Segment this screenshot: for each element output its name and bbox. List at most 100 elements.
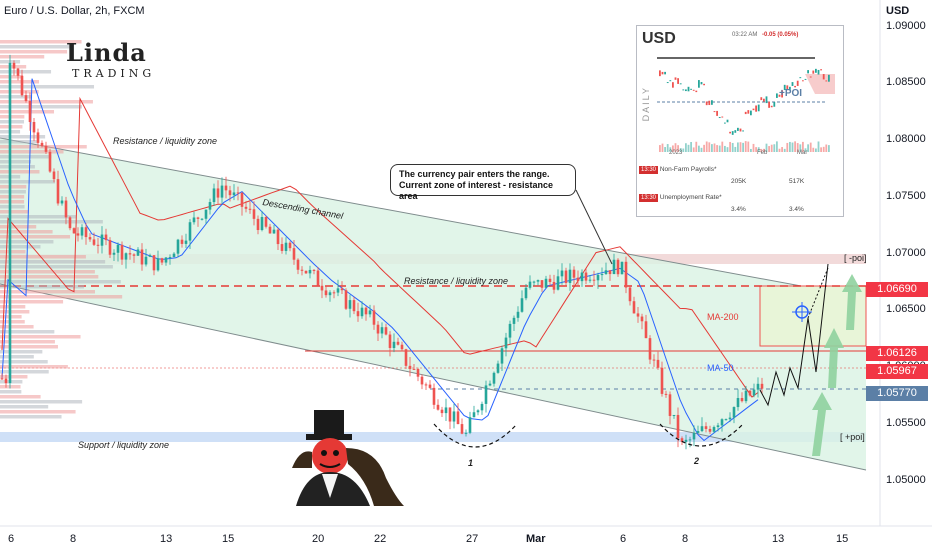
volume-profile-bar (0, 220, 103, 224)
inset-candle (760, 97, 763, 101)
inset-volume-bar (778, 148, 781, 152)
date-tick-label: 6 (620, 533, 627, 545)
candle-body (72, 228, 76, 234)
volume-profile-bar (0, 410, 76, 414)
logo-sub-text: TRADING (72, 67, 156, 80)
price-tick-label: 1.05000 (886, 473, 926, 486)
candle-body (552, 281, 556, 290)
price-tick-label: 1.08000 (886, 133, 926, 146)
candle-body (68, 217, 72, 229)
inset-candle (765, 96, 768, 104)
inset-volume-bar (757, 147, 760, 152)
candle-body (572, 269, 576, 278)
candle-body (212, 188, 216, 203)
currency-label: USD (886, 5, 910, 17)
candle-body (568, 269, 572, 283)
candle-body (648, 338, 652, 360)
inset-volume-bar (742, 142, 744, 152)
inset-candle (828, 74, 830, 82)
volume-profile-bar (0, 230, 53, 234)
inset-volume-bar (692, 147, 695, 152)
candle-body (428, 384, 432, 388)
candle-body (44, 145, 48, 152)
volume-profile-bar (0, 115, 25, 119)
inset-candle (822, 74, 825, 80)
inset-candle (734, 130, 737, 133)
volume-profile-bar (0, 95, 33, 99)
inset-volume-bar (794, 141, 796, 152)
inset-volume-bar (664, 147, 666, 152)
candle-body (448, 407, 452, 422)
brand-logo: Linda TRADING (66, 38, 155, 80)
inset-volume-bar (804, 148, 807, 152)
inset-year-1: 2023 (669, 150, 683, 156)
inset-volume-bar (687, 144, 690, 152)
candle-body (140, 249, 144, 265)
candle-body (532, 281, 536, 283)
inset-volume-bar (817, 141, 820, 152)
inset-candle (672, 82, 674, 88)
volume-profile-bar (0, 355, 34, 359)
inset-candle (781, 90, 783, 98)
volume-profile-bar (0, 295, 123, 299)
candle-body (704, 426, 708, 429)
inset-volume-bar (734, 146, 737, 152)
inset-candle (820, 69, 822, 71)
candle-body (412, 368, 416, 370)
candle-body (184, 240, 188, 244)
candle-body (544, 278, 548, 288)
candle-body (744, 390, 748, 402)
candle-body (600, 274, 604, 276)
support-zone-label: Support / liquidity zone (78, 440, 170, 450)
candle-body (264, 217, 268, 227)
candle-body (500, 348, 504, 364)
candle-body (656, 359, 660, 368)
candle-body (452, 411, 456, 422)
green-arrow-3 (842, 274, 862, 330)
callout-pointer (575, 189, 613, 265)
candle-body (200, 218, 204, 220)
candle-body (640, 316, 644, 322)
inset-candle (679, 83, 682, 85)
ma-200-label: MA-200 (707, 312, 739, 322)
inset-candle (776, 93, 778, 98)
candle-body (688, 439, 692, 441)
candle-body (492, 372, 496, 384)
candle-body (304, 270, 308, 274)
inset-event-2-b: 3.4% (789, 206, 804, 213)
candle-body (28, 101, 32, 122)
candle-body (268, 226, 272, 234)
bottom-1-arc (433, 423, 518, 448)
candle-body (348, 300, 352, 309)
volume-profile-bar (0, 50, 68, 54)
inset-volume-bar (820, 147, 822, 152)
price-tag: 1.06690 (866, 281, 928, 297)
candle-body (692, 432, 696, 440)
candle-body (440, 409, 444, 414)
volume-profile-bar (0, 320, 25, 324)
volume-profile-bar (0, 170, 40, 174)
candle-body (584, 272, 588, 281)
candle-body (64, 200, 68, 218)
inset-candle (664, 71, 666, 75)
candle-body (60, 200, 64, 204)
inset-volume-bar (763, 148, 765, 152)
candle-body (280, 244, 284, 251)
volume-profile-bar (0, 360, 48, 364)
volume-profile-bar (0, 55, 45, 59)
volume-profile-bar (0, 135, 46, 139)
inset-candle (700, 81, 703, 85)
candle-body (276, 229, 280, 245)
inset-year-2: Feb (757, 150, 768, 156)
candle-body (612, 259, 616, 275)
candle-body (256, 218, 260, 231)
candle-body (344, 290, 348, 309)
volume-profile-bar (0, 405, 49, 409)
inset-volume-bar (822, 146, 825, 152)
inset-candle (731, 131, 734, 135)
volume-profile-bar (0, 215, 77, 219)
inset-volume-bar (716, 145, 718, 152)
inset-candle (682, 89, 685, 91)
inset-volume-bar (661, 143, 664, 152)
